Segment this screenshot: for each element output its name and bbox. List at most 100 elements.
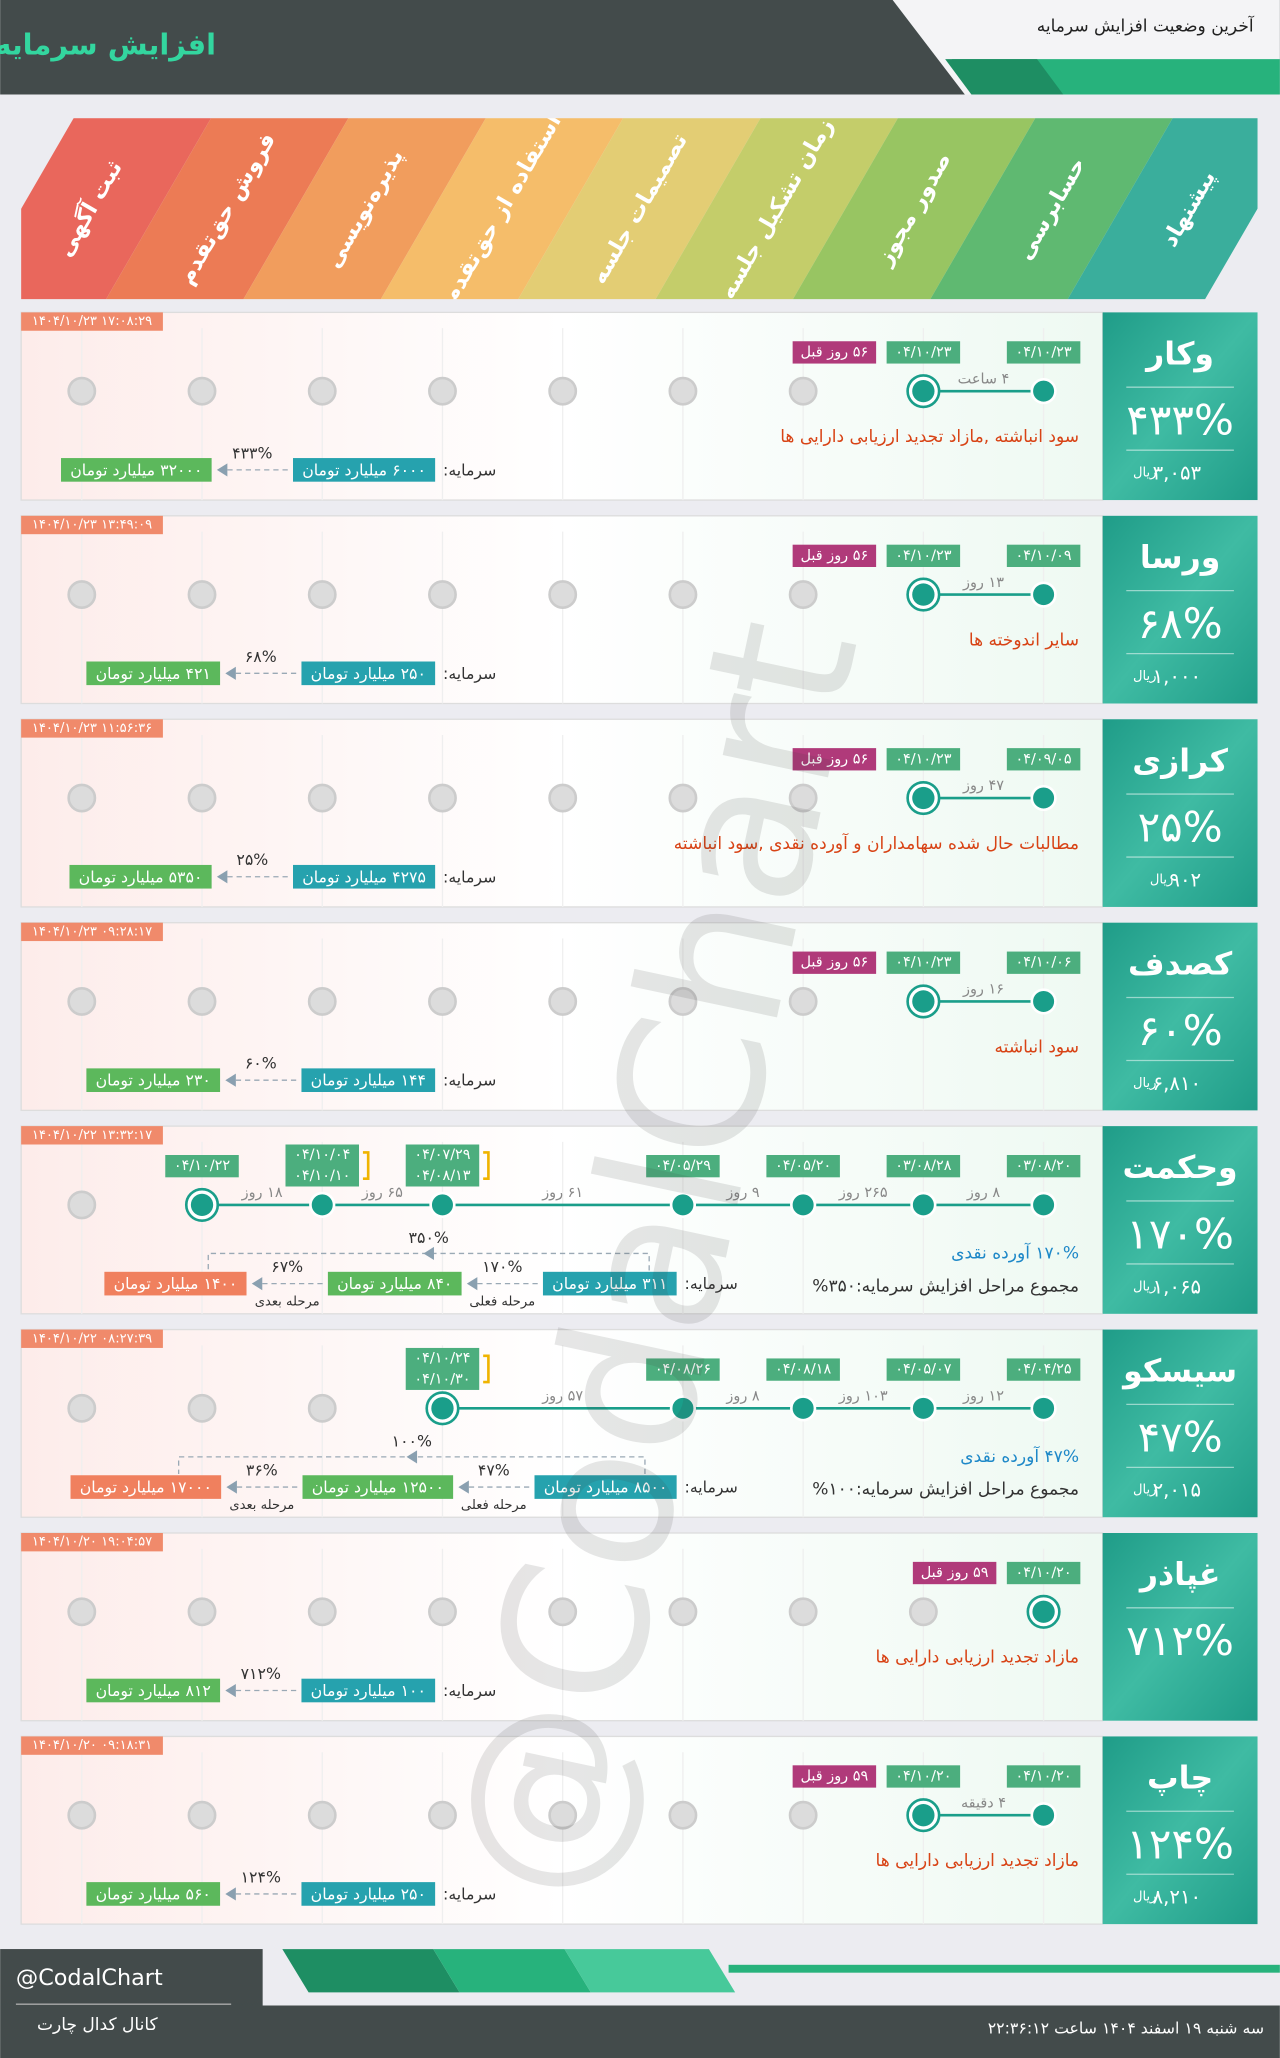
ago-label: ۵۶ روز قبل: [801, 751, 869, 767]
capital-label: سرمایه:: [443, 460, 496, 480]
ago-label: ۵۶ روز قبل: [801, 548, 869, 564]
timestamp: ۱۴۰۴/۱۰/۲۳ ۱۳:۴۹:۰۹: [32, 518, 152, 533]
date-box: [646, 1358, 720, 1381]
row-panel: [1102, 719, 1258, 907]
capital-to: ۳۲۰۰۰ میلیارد تومان: [70, 460, 202, 480]
ago-box: [792, 544, 877, 567]
pending-stage: [67, 783, 97, 813]
ago-box: [792, 341, 877, 364]
total-change: ۱۰۰%: [392, 1432, 432, 1451]
date-range-icon: [362, 1151, 370, 1180]
flow-arrowhead: [458, 1480, 469, 1494]
capital-to: ۵۳۵۰ میلیارد تومان: [79, 867, 203, 887]
done-stage: [910, 1395, 937, 1422]
current-stage-dot: [912, 786, 935, 810]
capital-from-box: [534, 1475, 677, 1499]
date-box: [285, 1144, 359, 1187]
pending-stage: [67, 580, 97, 609]
current-stage-dot: [190, 1193, 214, 1217]
ago-label: ۵۶ روز قبل: [801, 955, 869, 971]
capital-from: ۲۵۰ میلیارد تومان: [311, 664, 426, 684]
pending-stage: [668, 1597, 698, 1627]
date-range-icon: [483, 1151, 490, 1180]
capital-to: ۴۲۱ میلیارد تومان: [96, 664, 211, 684]
flow-change: ۳۶%: [246, 1461, 278, 1480]
capital-label: سرمایه:: [685, 1274, 738, 1294]
flow-step: مرحله بعدی: [255, 1295, 320, 1310]
gap-label: ۲۶۵ روز: [838, 1185, 888, 1201]
capital-from: ۴۲۷۵ میلیارد تومان: [302, 867, 426, 887]
gap-label: ۵۷ روز: [541, 1389, 583, 1405]
capital-label: سرمایه:: [443, 867, 496, 887]
date-box: [1006, 1358, 1081, 1381]
price-unit: ریال: [1133, 1075, 1157, 1090]
pending-stage: [67, 987, 97, 1016]
price: ۱,۰۰۰ریال: [1133, 664, 1201, 687]
current-stage-dot: [912, 583, 935, 606]
pending-stage: [67, 1393, 97, 1423]
date-box: [886, 1155, 961, 1178]
flow-arrowhead: [225, 1683, 236, 1698]
date: ۰۴/۱۰/۲۳: [895, 344, 951, 360]
date: ۰۴/۱۰/۱۰: [294, 1168, 350, 1184]
done-stage: [1030, 1395, 1057, 1422]
date-box: [886, 1358, 961, 1381]
flow-arrowhead: [466, 1277, 478, 1291]
flow-change: ۱۲۴%: [241, 1867, 281, 1886]
date-box: [165, 1155, 239, 1178]
capital-to-box: [86, 1068, 221, 1092]
stage-stripe: [655, 118, 898, 300]
pending-stage: [187, 1597, 217, 1627]
stock-row: وکار ۴۳۳% ۳,۰۵۳ریال ۱۴۰۴/۱۰/۲۳ ۱۷:۰۸:۲۹ ۰۴/۱…: [20, 311, 1258, 501]
footer-bar: [0, 2005, 1280, 2058]
pending-stage: [548, 1800, 578, 1830]
stock-row: چاپ ۱۲۴% ۸,۲۱۰ریال ۱۴۰۴/۱۰/۲۰ ۰۹:۱۸:۳۱ ۰۴/۱۰…: [20, 1735, 1258, 1925]
capital-to-box: [86, 1882, 221, 1906]
current-stage-dot: [1032, 1600, 1055, 1623]
gap-label: ۸ روز: [966, 1185, 1000, 1201]
done-stage: [669, 1395, 697, 1422]
stage-stripe: [106, 118, 349, 300]
date: ۰۳/۰۸/۲۰: [1015, 1158, 1071, 1174]
pending-stage: [307, 1800, 337, 1830]
capital-to: ۸۴۰ میلیارد تومان: [337, 1274, 452, 1294]
capital-to: ۱۷۰۰۰ میلیارد تومان: [80, 1478, 212, 1498]
footer-line: [728, 1964, 1280, 1973]
note: مجموع مراحل افزایش سرمایه:۱۰۰%: [812, 1480, 1079, 1500]
timestamp-box: [21, 922, 163, 942]
timestamp-box: [21, 1329, 163, 1348]
footer-stripe: [564, 1949, 736, 1993]
note: مجموع مراحل افزایش سرمایه:۳۵۰%: [812, 1276, 1079, 1296]
gap-label: ۱۰۳ روز: [838, 1389, 888, 1405]
symbol: کرازی: [1132, 743, 1228, 779]
stock-row: سیسکو ۴۷% ۲,۰۱۵ریال ۱۴۰۴/۱۰/۲۲ ۰۸:۲۷:۳۹ ۰۴/۰…: [20, 1328, 1258, 1518]
change: ۱۲۴%: [1126, 1820, 1234, 1869]
pending-stage: [788, 376, 818, 406]
date: ۰۴/۱۰/۲۳: [895, 955, 951, 971]
symbol: وحکمت: [1123, 1150, 1238, 1186]
date: ۰۳/۰۸/۲۸: [895, 1158, 951, 1174]
timestamp: ۱۴۰۴/۱۰/۲۰ ۰۹:۱۸:۳۱: [32, 1738, 152, 1753]
date: ۰۴/۱۰/۰۴: [294, 1147, 350, 1163]
page-subtitle: آخرین وضعیت افزایش سرمایه: [1037, 14, 1255, 36]
done-stage: [1030, 1191, 1057, 1218]
date: ۰۴/۱۰/۲۴: [414, 1350, 470, 1366]
pending-stage: [788, 783, 818, 813]
price-unit: ریال: [1133, 1482, 1157, 1497]
symbol: سیسکو: [1121, 1354, 1237, 1390]
ago-box: [912, 1561, 997, 1585]
price-unit: ریال: [1133, 1279, 1157, 1294]
timestamp: ۱۴۰۴/۱۰/۲۳ ۱۱:۵۶:۳۶: [32, 721, 152, 736]
gap-label: ۴۷ روز: [962, 778, 1004, 794]
pending-stage: [67, 1597, 97, 1627]
flow-step: مرحله بعدی: [229, 1498, 294, 1513]
current-stage-dot: [431, 1397, 454, 1420]
row-panel: [1102, 312, 1258, 501]
note: مازاد تجدید ارزیابی دارایی ها: [876, 1851, 1079, 1871]
pending-stage: [908, 1597, 938, 1627]
date-box: [766, 1358, 840, 1381]
capital-to-box: [86, 661, 221, 686]
pending-stage: [668, 580, 698, 609]
